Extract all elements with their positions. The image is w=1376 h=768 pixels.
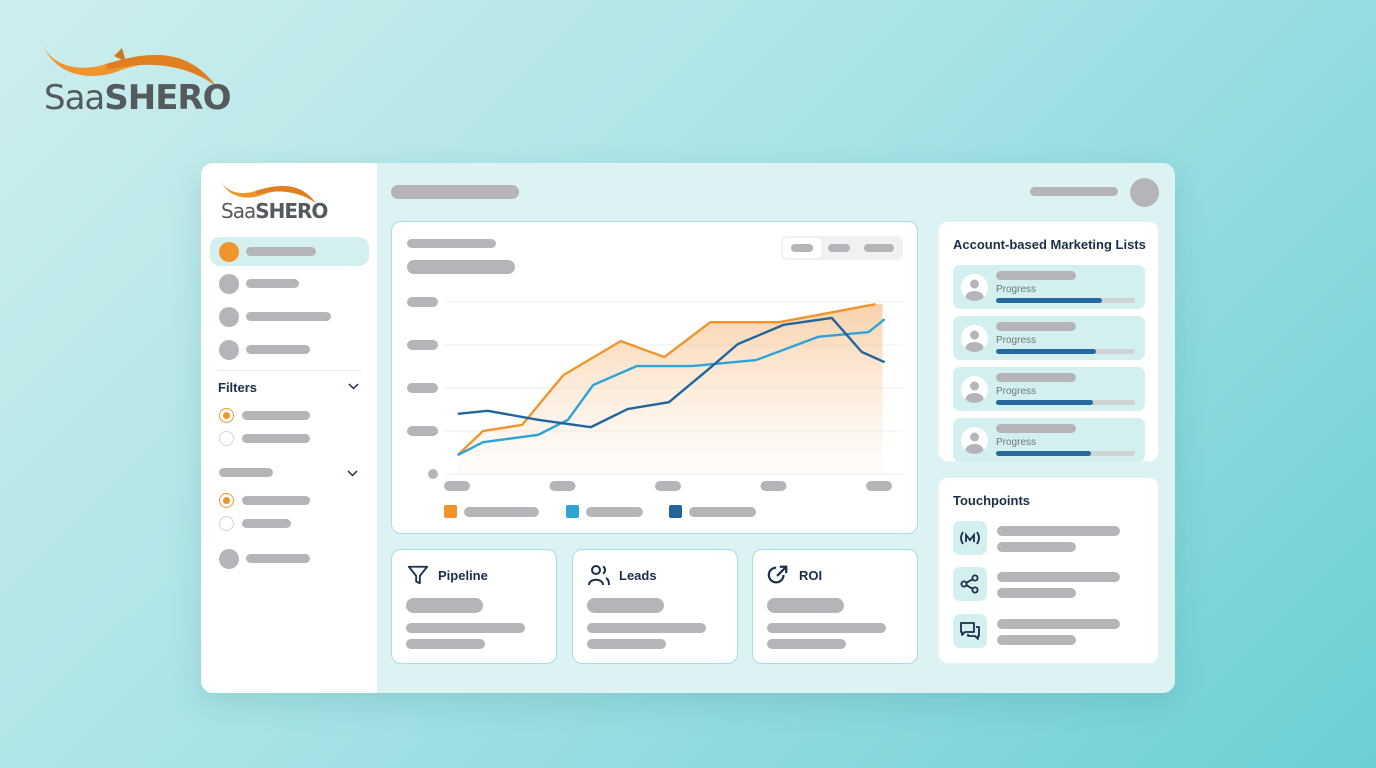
abm-title: Account-based Marketing Lists [953,237,1146,252]
series-line-2 [457,318,886,457]
growth-arrow-icon [767,565,788,584]
progress-bar [996,298,1135,303]
swoosh-logo-mark [219,176,316,204]
kpi-label: Leads [619,568,657,583]
logo-text-bold: SHERO [104,78,231,118]
page-title-placeholder [391,185,519,199]
range-option-2[interactable] [828,244,850,252]
x-tick-label [444,481,470,491]
abm-list-item[interactable]: Progress [953,265,1145,309]
x-tick-label [655,481,681,491]
legend-label [586,507,643,517]
user-avatar[interactable] [1130,178,1159,207]
legend-swatch [669,505,682,518]
y-tick-label [407,340,438,350]
filters-label: Filters [218,380,258,395]
kpi-card-pipeline[interactable]: Pipeline [391,549,557,664]
abm-list-item[interactable]: Progress [953,316,1145,360]
x-tick-label [866,481,892,491]
kpi-label: Pipeline [438,568,488,583]
nav-icon[interactable] [219,549,239,569]
nav-icon [219,242,239,262]
touchpoint-item[interactable] [939,521,1160,557]
user-avatar-icon [961,427,988,454]
touchpoints-card: Touchpoints [938,477,1159,664]
range-option-3[interactable] [864,244,894,252]
logo-text-light: Saa [221,199,256,223]
sidebar-logo: SaaSHERO [217,173,337,223]
range-toggle [781,236,903,260]
filter-radio[interactable] [219,493,234,508]
nav-icon [219,340,239,360]
user-name-placeholder [1030,187,1118,196]
nav-item-3[interactable] [210,306,369,335]
share-icon [953,567,987,601]
touchpoint-item[interactable] [939,614,1160,650]
user-avatar-icon [961,376,988,403]
series-line-1 [456,302,876,456]
progress-bar [996,451,1135,456]
nav-icon [219,307,239,327]
user-avatar-icon [961,325,988,352]
chevron-down-icon[interactable] [347,470,358,477]
chevron-down-icon[interactable] [348,383,359,390]
touchpoint-item[interactable] [939,567,1160,603]
x-tick-label [549,481,576,491]
series-line-3 [457,316,886,429]
filters-header[interactable]: Filters [218,379,361,397]
progress-bar [996,349,1135,354]
progress-label: Progress [996,386,1037,397]
swoosh-logo-mark [40,37,216,86]
dashboard-window: SaaSHERO Filters [201,163,1175,693]
y-tick-label [407,297,438,307]
logo-text-bold: SHERO [255,199,328,223]
nav-icon [219,274,239,294]
kpi-card-roi[interactable]: ROI [752,549,918,664]
funnel-icon [407,565,429,585]
abm-list-item[interactable]: Progress [953,418,1145,462]
progress-label: Progress [996,437,1037,448]
user-avatar-icon [961,274,988,301]
kpi-card-leads[interactable]: Leads [572,549,738,664]
brand-logo: SaaSHERO [36,34,236,119]
y-tick-label [407,383,438,393]
abm-lists-card: Account-based Marketing Lists Progress P… [938,221,1159,462]
nav-item-1[interactable] [210,237,369,266]
broadcast-icon [953,521,987,555]
users-icon [588,565,610,586]
nav-item-2[interactable] [210,273,369,302]
kpi-label: ROI [799,568,823,583]
legend-swatch [566,505,579,518]
y-tick-label [428,469,438,479]
chat-icon [953,614,987,648]
sidebar: SaaSHERO Filters [201,163,377,693]
legend-swatch [444,505,457,518]
divider [218,370,361,371]
abm-list-item[interactable]: Progress [953,367,1145,411]
filter-group-label [219,468,273,477]
logo-text-light: Saa [44,78,105,118]
range-option-1[interactable] [783,238,821,258]
line-chart [407,297,903,518]
legend-label [464,507,539,517]
y-tick-label [407,426,438,436]
chart-card [391,221,918,534]
filter-radio[interactable] [219,516,234,531]
touchpoints-title: Touchpoints [953,493,1031,508]
nav-item-4[interactable] [210,339,369,368]
legend-label [689,507,756,517]
filter-radio[interactable] [219,431,234,446]
series-area [457,304,883,474]
progress-label: Progress [996,284,1037,295]
progress-bar [996,400,1135,405]
progress-label: Progress [996,335,1037,346]
filter-radio[interactable] [219,408,234,423]
x-tick-label [760,481,787,491]
